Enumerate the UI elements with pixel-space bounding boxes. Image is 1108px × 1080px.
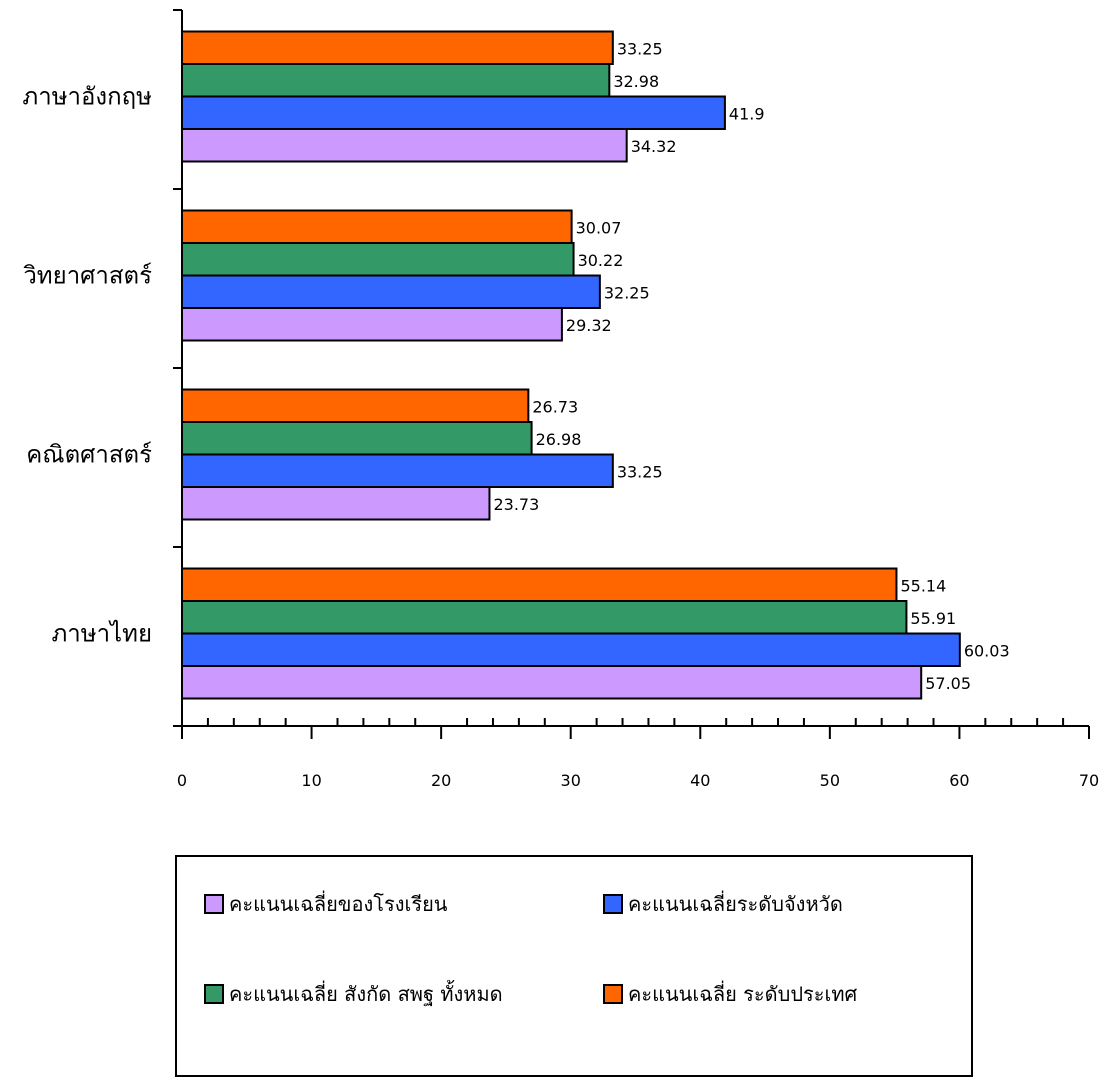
x-tick-label: 40 <box>690 771 710 790</box>
legend-swatch <box>204 894 224 914</box>
bar <box>181 600 908 635</box>
data-label: 30.07 <box>576 218 622 237</box>
bar <box>181 274 601 309</box>
legend-swatch <box>603 984 623 1004</box>
data-label: 55.91 <box>910 609 956 628</box>
legend-label: คะแนนเฉลี่ย ระดับประเทศ <box>628 980 858 1006</box>
bar <box>181 307 563 342</box>
bar <box>181 95 726 130</box>
bar <box>181 486 491 521</box>
x-tick-label: 60 <box>949 771 969 790</box>
category-label: ภาษาอังกฤษ <box>22 83 152 111</box>
bar <box>181 632 961 667</box>
data-label: 60.03 <box>964 641 1010 660</box>
chart-bars <box>181 30 961 700</box>
legend-swatch <box>603 894 623 914</box>
bar <box>181 63 611 98</box>
chart-legend: คะแนนเฉลี่ยของโรงเรียน คะแนนเฉลี่ยระดับจั… <box>175 855 973 1077</box>
bar <box>181 388 530 423</box>
category-label: วิทยาศาสตร์ <box>23 262 152 290</box>
x-tick-label: 70 <box>1079 771 1099 790</box>
data-label: 26.73 <box>532 397 578 416</box>
data-label: 30.22 <box>578 251 624 270</box>
bar <box>181 30 614 65</box>
bar <box>181 242 575 277</box>
bar <box>181 128 628 163</box>
data-label: 41.9 <box>729 104 765 123</box>
bar <box>181 567 898 602</box>
bar <box>181 453 614 488</box>
bar <box>181 209 573 244</box>
x-tick-label: 0 <box>177 771 187 790</box>
legend-box <box>175 855 973 1077</box>
legend-label: คะแนนเฉลี่ยระดับจังหวัด <box>628 890 843 916</box>
bar <box>181 421 533 456</box>
legend-label: คะแนนเฉลี่ย สังกัด สพฐ ทั้งหมด <box>229 980 503 1006</box>
chart-labels: 0 10 20 30 40 50 60 70 57.05 60.03 55.91 55.14 ภาษาไ… <box>22 39 1099 790</box>
data-label: 32.98 <box>613 72 659 91</box>
x-tick-label: 10 <box>301 771 321 790</box>
bar <box>181 665 923 700</box>
x-tick-label: 20 <box>431 771 451 790</box>
data-label: 23.73 <box>493 495 539 514</box>
category-label: คณิตศาสตร์ <box>26 441 152 469</box>
data-label: 32.25 <box>604 283 650 302</box>
data-label: 33.25 <box>617 39 663 58</box>
x-tick-label: 30 <box>561 771 581 790</box>
x-tick-label: 50 <box>820 771 840 790</box>
data-label: 34.32 <box>631 137 677 156</box>
data-label: 55.14 <box>900 576 946 595</box>
legend-label: คะแนนเฉลี่ยของโรงเรียน <box>229 890 448 916</box>
data-label: 33.25 <box>617 462 663 481</box>
data-label: 26.98 <box>536 430 582 449</box>
data-label: 57.05 <box>925 674 971 693</box>
legend-swatch <box>204 984 224 1004</box>
data-label: 29.32 <box>566 316 612 335</box>
category-label: ภาษาไทย <box>51 620 152 648</box>
